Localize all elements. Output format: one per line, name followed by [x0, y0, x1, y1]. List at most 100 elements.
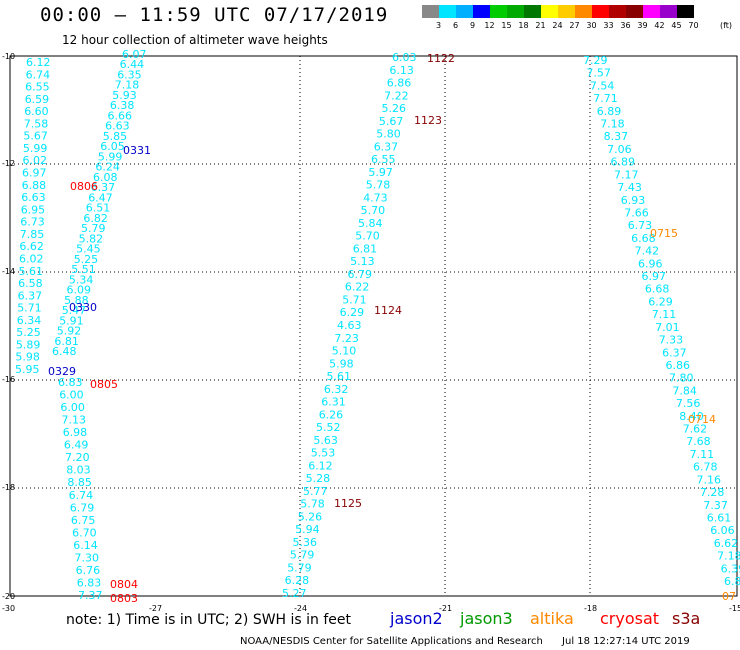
wave-height-value: 6.28 [285, 574, 310, 587]
wave-height-value: 6.00 [60, 401, 85, 414]
wave-height-value: 5.34 [69, 273, 94, 286]
wave-height-value: 6.05 [100, 140, 125, 153]
wave-height-value: 7.30 [75, 551, 100, 564]
wave-height-value: 6.07 [122, 48, 147, 61]
wave-height-value: 6.68 [631, 232, 656, 245]
wave-height-value: 5.67 [23, 130, 48, 143]
wave-height-value: 7.66 [624, 207, 649, 220]
color-swatch [575, 5, 592, 18]
wave-height-value: 7.58 [24, 117, 49, 130]
color-swatch [626, 5, 643, 18]
pass-time-label: 1122 [427, 52, 455, 65]
generated-timestamp: Jul 18 12:27:14 UTC 2019 [562, 636, 690, 647]
x-tick-label: -18 [584, 604, 597, 613]
wave-height-value: 6.02 [23, 154, 48, 167]
wave-height-value: 7.28 [700, 486, 725, 499]
wave-height-value: 6.34 [17, 314, 42, 327]
color-swatch [660, 5, 677, 18]
wave-height-value: 5.51 [71, 263, 96, 276]
wave-height-value: 7.18 [600, 118, 625, 131]
wave-height-value: 6.14 [73, 539, 98, 552]
wave-height-value: 5.77 [303, 485, 328, 498]
wave-height-value: 6.75 [71, 514, 96, 527]
pass-time-label: 07 [722, 590, 736, 603]
x-tick-label: -15 [729, 604, 740, 613]
color-swatch [507, 5, 524, 18]
satellite-legend-cryosat: cryosat [600, 609, 660, 628]
color-scale-label: 6 [452, 21, 459, 30]
wave-height-value: 6.79 [348, 268, 373, 281]
wave-height-value: 5.71 [342, 294, 367, 307]
wave-height-value: 6.37 [91, 181, 116, 194]
wave-height-value: 6.81 [353, 242, 378, 255]
wave-height-value: 6.62 [714, 537, 739, 550]
wave-height-value: 6.86 [387, 77, 412, 90]
wave-height-value: 8.37 [604, 130, 629, 143]
wave-height-value: 5.13 [350, 255, 375, 268]
wave-height-value: 6.70 [72, 526, 97, 539]
wave-height-value: 6.59 [25, 93, 50, 106]
wave-height-value: 5.82 [79, 232, 104, 245]
satellite-legend-jason2: jason2 [390, 609, 443, 628]
pass-time-label: 1125 [334, 497, 362, 510]
wave-height-value: 7.85 [20, 228, 45, 241]
pass-time-label: 1124 [374, 304, 402, 317]
wave-height-value: 6.95 [21, 203, 46, 216]
color-swatch [439, 5, 456, 18]
wave-height-value: 5.88 [64, 294, 89, 307]
wave-height-value: 7.43 [617, 181, 642, 194]
y-tick-label: -10 [2, 52, 15, 61]
wave-height-value: 5.85 [103, 130, 128, 143]
credit-line: NOAA/NESDIS Center for Satellite Applica… [240, 636, 690, 647]
wave-height-value: 5.70 [361, 204, 386, 217]
wave-height-value: 7.20 [65, 451, 90, 464]
color-swatch [456, 5, 473, 18]
wave-height-value: 6.61 [707, 512, 732, 525]
pass-time-label: 0715 [650, 227, 678, 240]
wave-height-value: 6.63 [21, 191, 46, 204]
wave-height-value: 6.51 [86, 202, 111, 215]
color-swatch [490, 5, 507, 18]
wave-height-value: 7.68 [686, 435, 711, 448]
wave-height-value: 5.89 [16, 338, 41, 351]
wave-height-value: 5.61 [327, 370, 352, 383]
wave-height-value: 6.83 [58, 376, 83, 389]
wave-height-value: 5.25 [16, 326, 41, 339]
wave-height-value: 5.53 [311, 447, 336, 460]
wave-height-value: 6.47 [88, 191, 113, 204]
satellite-legend-s3a: s3a [672, 609, 701, 628]
wave-height-value: 6.03 [392, 51, 417, 64]
wave-height-value: 6.60 [24, 105, 49, 118]
wave-height-value: 6.29 [648, 295, 673, 308]
wave-height-value: 6.93 [621, 194, 646, 207]
pass-time-label: 0804 [110, 578, 138, 591]
wave-height-value: 6.00 [59, 389, 83, 402]
satellite-legend-jason3: jason3 [460, 609, 513, 628]
wave-height-value: 7.56 [676, 397, 701, 410]
y-tick-label: -12 [2, 159, 15, 168]
wave-height-value: 6.39 [721, 562, 740, 575]
pass-time-label: 0331 [123, 144, 151, 157]
credit-text: NOAA/NESDIS Center for Satellite Applica… [240, 636, 543, 647]
wave-height-value: 7.42 [635, 245, 660, 258]
wave-height-value: 6.83 [77, 577, 102, 590]
wave-height-value: 8.03 [66, 464, 91, 477]
wave-height-value: 7.17 [614, 168, 639, 181]
map-subtitle: 12 hour collection of altimeter wave hei… [62, 33, 328, 47]
color-swatch [524, 5, 541, 18]
wave-height-value: 7.29 [583, 54, 608, 67]
wave-height-value: 6.96 [638, 257, 663, 270]
wave-height-value: 7.33 [659, 334, 684, 347]
wave-height-value: 5.27 [282, 587, 307, 600]
wave-height-values: 6.076.446.357.185.936.386.666.635.856.05… [15, 48, 740, 602]
wave-height-value: 5.99 [23, 142, 48, 155]
color-swatch [541, 5, 558, 18]
color-scale-label: 3 [435, 21, 442, 30]
wave-height-value: 5.63 [313, 434, 338, 447]
y-tick-label: -16 [2, 375, 15, 384]
wave-height-value: 7.37 [78, 589, 103, 602]
color-scale-unit: (ft) [720, 21, 733, 30]
wave-height-value: 6.12 [26, 56, 51, 69]
wave-height-value: 5.28 [306, 472, 331, 485]
